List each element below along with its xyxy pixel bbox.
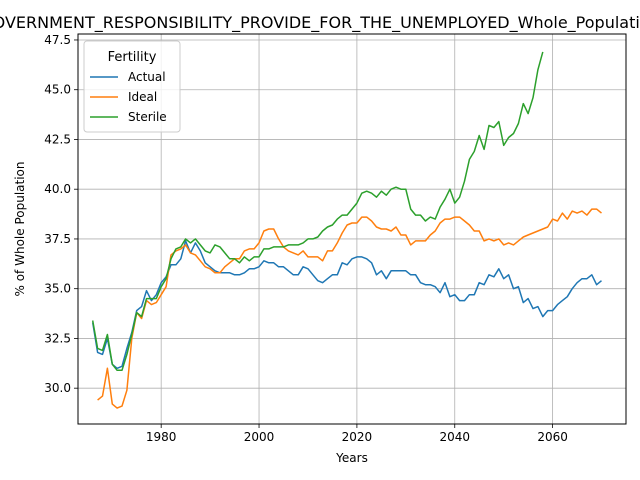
axis-ticks: 1980 2000 2020 2040 2060 30.0 32.5 35.0 37.5 40.0…	[44, 33, 568, 444]
x-tick-label: 2000	[244, 430, 275, 444]
series-line-sterile	[91, 51, 544, 372]
x-axis-label: Years	[335, 451, 368, 465]
x-tick-label: 2040	[439, 430, 470, 444]
legend-title: Fertility	[108, 50, 157, 65]
y-tick-label: 40.0	[44, 182, 71, 196]
x-tick-label: 2060	[537, 430, 568, 444]
y-tick-label: 35.0	[44, 282, 71, 296]
y-tick-label: 30.0	[44, 381, 71, 395]
chart-title: GOVERNMENT_RESPONSIBILITY_PROVIDE_FOR_TH…	[0, 13, 640, 33]
y-tick-label: 47.5	[44, 33, 71, 47]
gridlines	[78, 34, 626, 424]
legend-box	[83, 40, 181, 133]
y-tick-label: 45.0	[44, 83, 71, 97]
y-tick-label: 37.5	[44, 232, 71, 246]
legend: Fertility Actual Ideal Sterile	[83, 40, 181, 133]
x-tick-label: 2020	[342, 430, 373, 444]
legend-label-ideal: Ideal	[128, 90, 157, 104]
legend-label-actual: Actual	[128, 70, 166, 84]
y-tick-label: 32.5	[44, 331, 71, 345]
y-axis-label: % of Whole Population	[13, 162, 27, 297]
series-line-ideal	[97, 208, 602, 409]
series-line-actual	[91, 240, 602, 370]
y-tick-label: 42.5	[44, 132, 71, 146]
plot-frame	[77, 33, 627, 425]
series-lines	[91, 51, 602, 409]
x-tick-label: 1980	[146, 430, 177, 444]
legend-label-sterile: Sterile	[128, 110, 167, 124]
